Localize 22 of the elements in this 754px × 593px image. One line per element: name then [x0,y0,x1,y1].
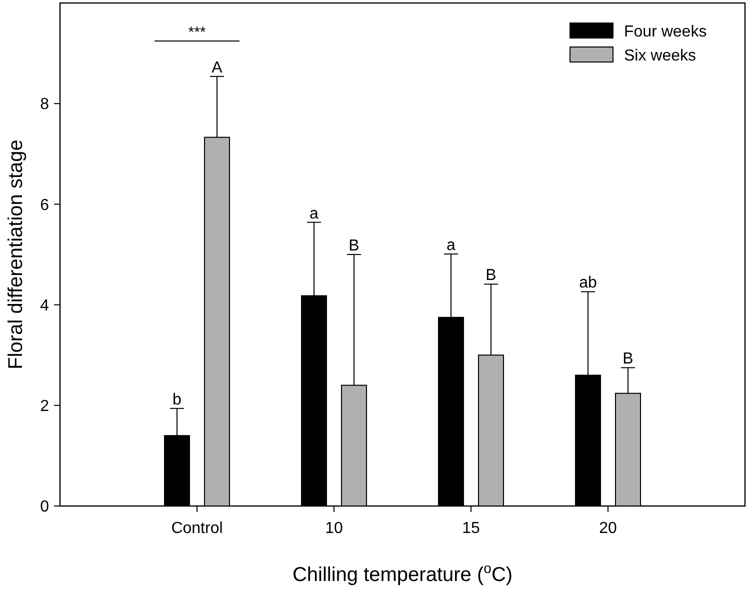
annotation: B [348,238,360,254]
annotation: ab [579,274,597,292]
legend-label: Six weeks [624,48,696,65]
x-tick-label: 10 [325,520,343,537]
annotation: a [310,205,319,222]
y-tick-label: 2 [40,398,50,415]
annotation: B [622,350,634,368]
x-tick-label: 20 [599,520,617,537]
y-axis-title: Floral differentiation stage [5,140,27,370]
x-tick-label: 15 [462,520,480,537]
annotation: A [212,59,223,76]
y-tick-label: 0 [40,498,50,516]
legend-label: Four weeks [624,24,707,41]
x-tick-label: Control [171,520,223,537]
annotation: B [486,267,496,284]
y-tick-label: 4 [40,297,50,314]
annotation: a [446,236,456,254]
y-tick-label: 8 [40,96,50,114]
annotation: b [172,391,182,408]
y-tick-label: 6 [40,196,50,214]
annotation: *** [188,24,206,41]
x-axis-title: Chilling temperature ($^{o}$C) [292,560,513,586]
